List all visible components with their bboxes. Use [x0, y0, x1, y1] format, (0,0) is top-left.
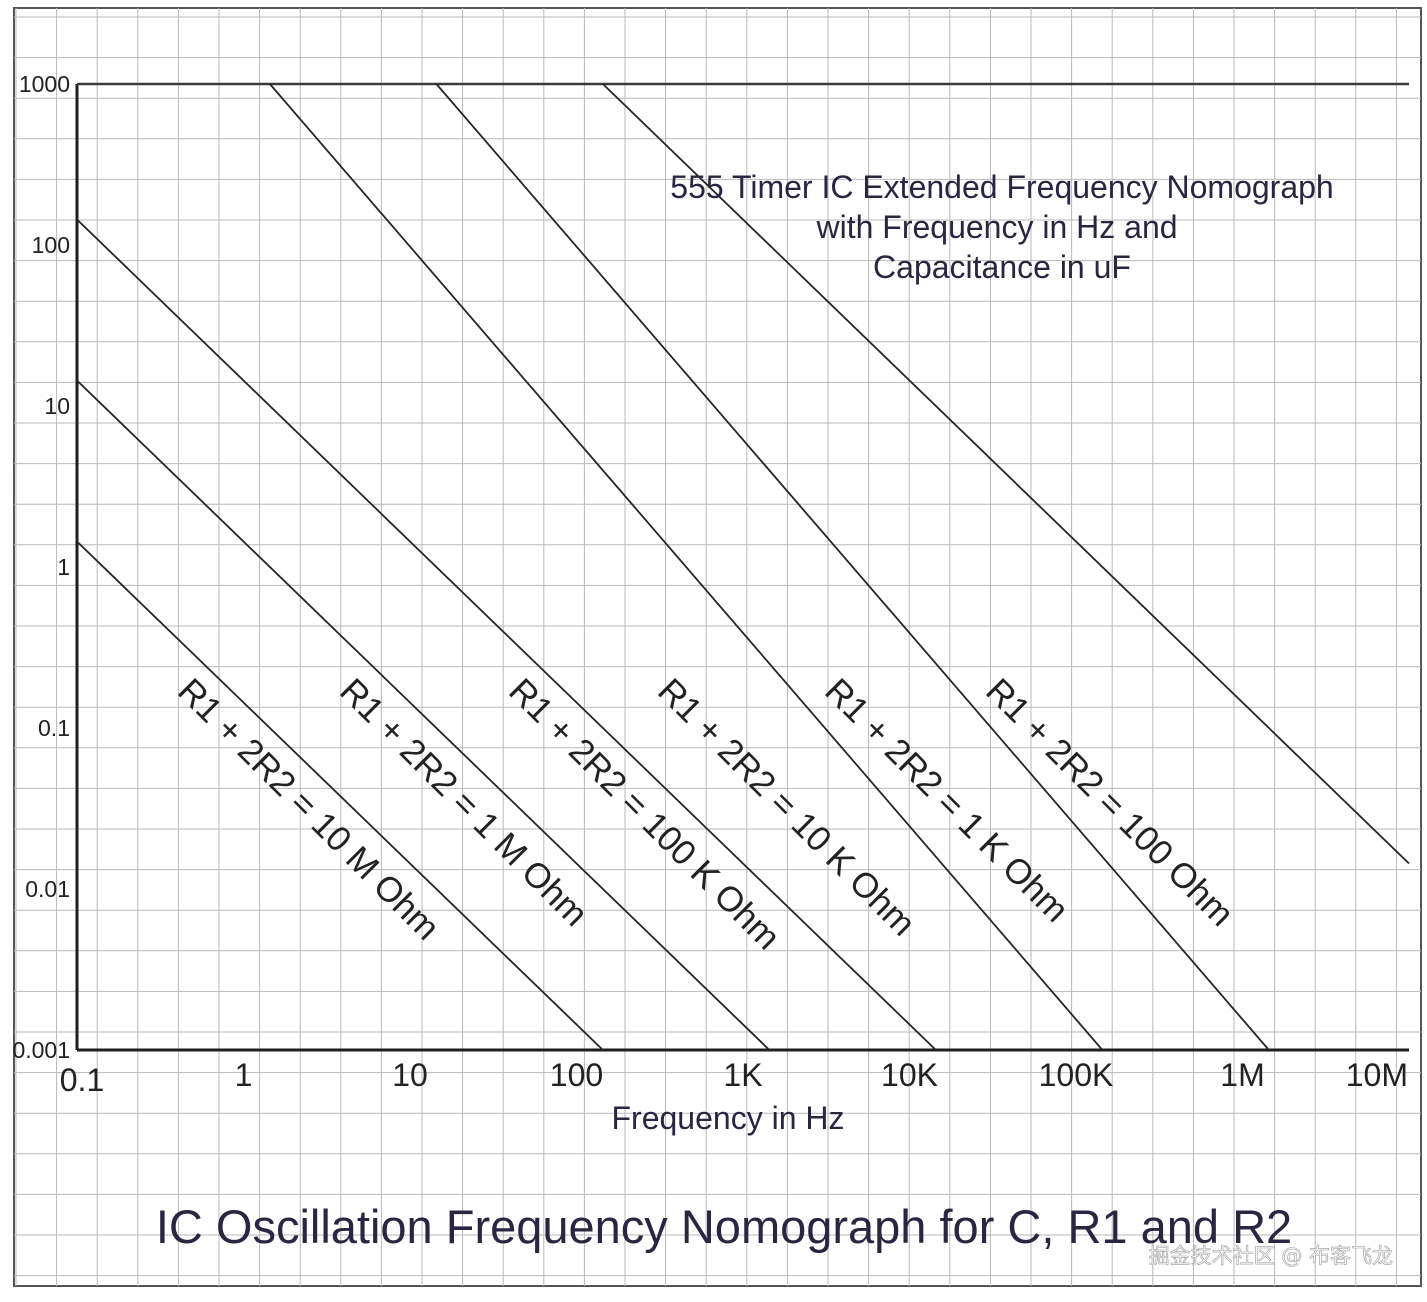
x-tick-label: 0.1 [60, 1062, 104, 1098]
grid [14, 8, 1421, 1286]
series-line-4 [435, 83, 1270, 1051]
chart-subtitle: 555 Timer IC Extended Frequency Nomograp… [670, 169, 1333, 285]
x-tick-label: 1K [723, 1057, 762, 1093]
y-tick-label: 100 [32, 232, 70, 258]
series-line-2 [76, 218, 937, 1051]
watermark-text: 掘金技术社区 @ 布客飞龙 [1149, 1244, 1393, 1268]
subtitle-line-1: 555 Timer IC Extended Frequency Nomograp… [670, 169, 1333, 205]
y-tick-label: 1000 [19, 71, 70, 97]
series-line-5 [602, 83, 1410, 865]
series-line-1 [76, 379, 771, 1051]
y-tick-label: 0.01 [25, 876, 70, 902]
x-tick-label: 1 [235, 1057, 253, 1093]
y-tick-label: 0.001 [12, 1037, 70, 1063]
x-tick-label: 10K [881, 1057, 938, 1093]
subtitle-line-2: with Frequency in Hz and [815, 209, 1177, 245]
x-tick-label: 10M [1346, 1057, 1408, 1093]
x-tick-label: 10 [392, 1057, 428, 1093]
series-lines [76, 83, 1410, 1051]
y-tick-label: 1 [57, 554, 70, 580]
x-tick-label: 100 [550, 1057, 603, 1093]
x-tick-label: 100K [1039, 1057, 1114, 1093]
x-axis-label: Frequency in Hz [612, 1100, 845, 1136]
series-line-3 [269, 83, 1104, 1051]
series-line-0 [76, 540, 604, 1051]
subtitle-line-3: Capacitance in uF [873, 249, 1131, 285]
x-tick-label: 1M [1220, 1057, 1264, 1093]
y-tick-label: 0.1 [38, 715, 70, 741]
axes [75, 82, 1409, 1052]
outer-frame [13, 7, 1422, 1287]
chart-title: IC Oscillation Frequency Nomograph for C… [156, 1200, 1292, 1253]
y-tick-label: 10 [44, 393, 70, 419]
x-tick-labels: 0.1 1 10 100 1K 10K 100K 1M 10M [60, 1057, 1408, 1098]
y-tick-labels: 1000 100 10 1 0.1 0.01 0.001 [12, 71, 70, 1063]
